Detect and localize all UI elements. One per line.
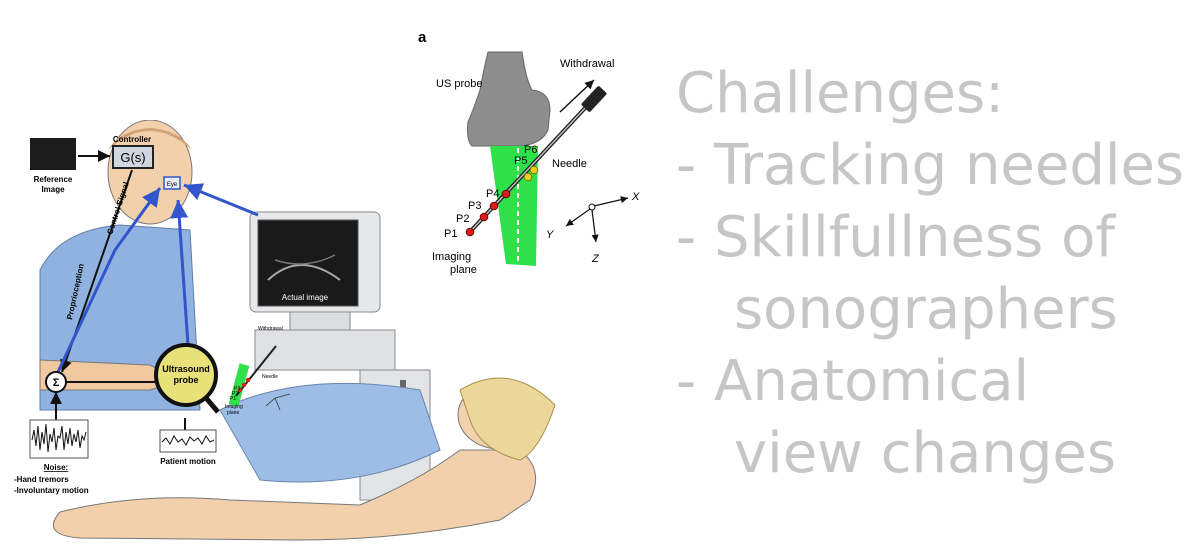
sum-junction bbox=[45, 371, 67, 393]
challenge-item-tracking-needles: - Tracking needles bbox=[676, 133, 1185, 198]
point-p2-label: P2 bbox=[456, 213, 469, 225]
inset-p1-label: P1 bbox=[230, 396, 236, 402]
challenges-text-block: Challenges: - Tracking needles - Skillfu… bbox=[676, 58, 1200, 490]
panel-label-a: a bbox=[418, 29, 427, 46]
noise-title: Noise: bbox=[44, 463, 68, 472]
patient-figure bbox=[52, 377, 556, 541]
challenges-title: Challenges: bbox=[676, 61, 1005, 126]
ultrasound-probe-label-1: Ultrasound bbox=[162, 364, 210, 374]
point-p3-label: P3 bbox=[468, 200, 481, 212]
patient-motion-label: Patient motion bbox=[160, 457, 216, 466]
axis-x-label: X bbox=[631, 191, 640, 203]
eye-block bbox=[163, 176, 181, 190]
point-p4 bbox=[501, 189, 511, 199]
point-p1-label: P1 bbox=[444, 228, 457, 240]
feedback-arrows bbox=[50, 150, 259, 433]
controller-transfer-function: G(s) bbox=[120, 150, 145, 165]
withdrawal-arrow bbox=[559, 79, 595, 113]
reference-image-label-1: Reference bbox=[34, 175, 73, 184]
inset-withdrawal-label: Withdrawal bbox=[258, 326, 283, 332]
point-p1 bbox=[465, 227, 475, 237]
point-p2 bbox=[479, 212, 489, 222]
inset-needle-label: Needle bbox=[262, 374, 278, 380]
eye-label: Eye bbox=[167, 182, 178, 188]
us-probe-label: US probe bbox=[436, 78, 482, 90]
challenge-item-skillfullness: - Skillfullness of bbox=[676, 205, 1116, 270]
point-p6 bbox=[529, 165, 539, 175]
challenge-item-anatomical: - Anatomical bbox=[676, 349, 1030, 414]
imaging-plane-label-2: plane bbox=[450, 264, 477, 276]
noise-item-involuntary-motion: -Involuntary motion bbox=[14, 486, 89, 495]
needle-schematic-figure: a US probe Imaging plane Withdrawal Need… bbox=[418, 29, 640, 276]
needle-label: Needle bbox=[552, 158, 587, 170]
ultrasound-probe-magnifier bbox=[154, 343, 218, 407]
reference-image-label-2: Image bbox=[41, 185, 65, 194]
point-p5 bbox=[523, 172, 533, 182]
challenge-item-sonographers: sonographers bbox=[734, 277, 1118, 342]
sonographer-loop-illustration: Reference Image Controller G(s) Eye Cont… bbox=[14, 120, 556, 541]
needle-handle bbox=[581, 86, 607, 112]
point-p5-label: P5 bbox=[514, 155, 527, 167]
reference-image-thumbnail bbox=[30, 138, 76, 170]
imaging-plane-label-1: Imaging bbox=[432, 251, 471, 263]
inset-p2-label: P2 bbox=[232, 391, 238, 397]
sum-symbol: Σ bbox=[53, 377, 60, 389]
ultrasound-probe-label-2: probe bbox=[173, 375, 198, 385]
axis-z-label: Z bbox=[591, 253, 600, 265]
noise-item-hand-tremors: -Hand tremors bbox=[14, 475, 69, 484]
withdrawal-label: Withdrawal bbox=[560, 58, 614, 70]
coordinate-axes bbox=[565, 196, 629, 243]
actual-image-label: Actual image bbox=[282, 293, 329, 302]
noise-signal-plot bbox=[29, 419, 89, 459]
inset-plane-label: plane bbox=[227, 410, 239, 416]
controller-block bbox=[112, 145, 154, 169]
point-p3 bbox=[489, 201, 499, 211]
inset-p3-label: P3 bbox=[234, 386, 240, 392]
controller-label: Controller bbox=[113, 135, 151, 144]
point-p4-label: P4 bbox=[486, 188, 499, 200]
inset-imaging-label: Imaging bbox=[225, 404, 243, 410]
point-p6-label: P6 bbox=[524, 144, 537, 156]
us-probe bbox=[467, 51, 551, 147]
challenge-item-view-changes: view changes bbox=[734, 421, 1117, 486]
needle-inset: Withdrawal Needle Imaging plane P1 P2 P3 bbox=[225, 326, 291, 416]
axis-y-label: Y bbox=[546, 229, 554, 241]
